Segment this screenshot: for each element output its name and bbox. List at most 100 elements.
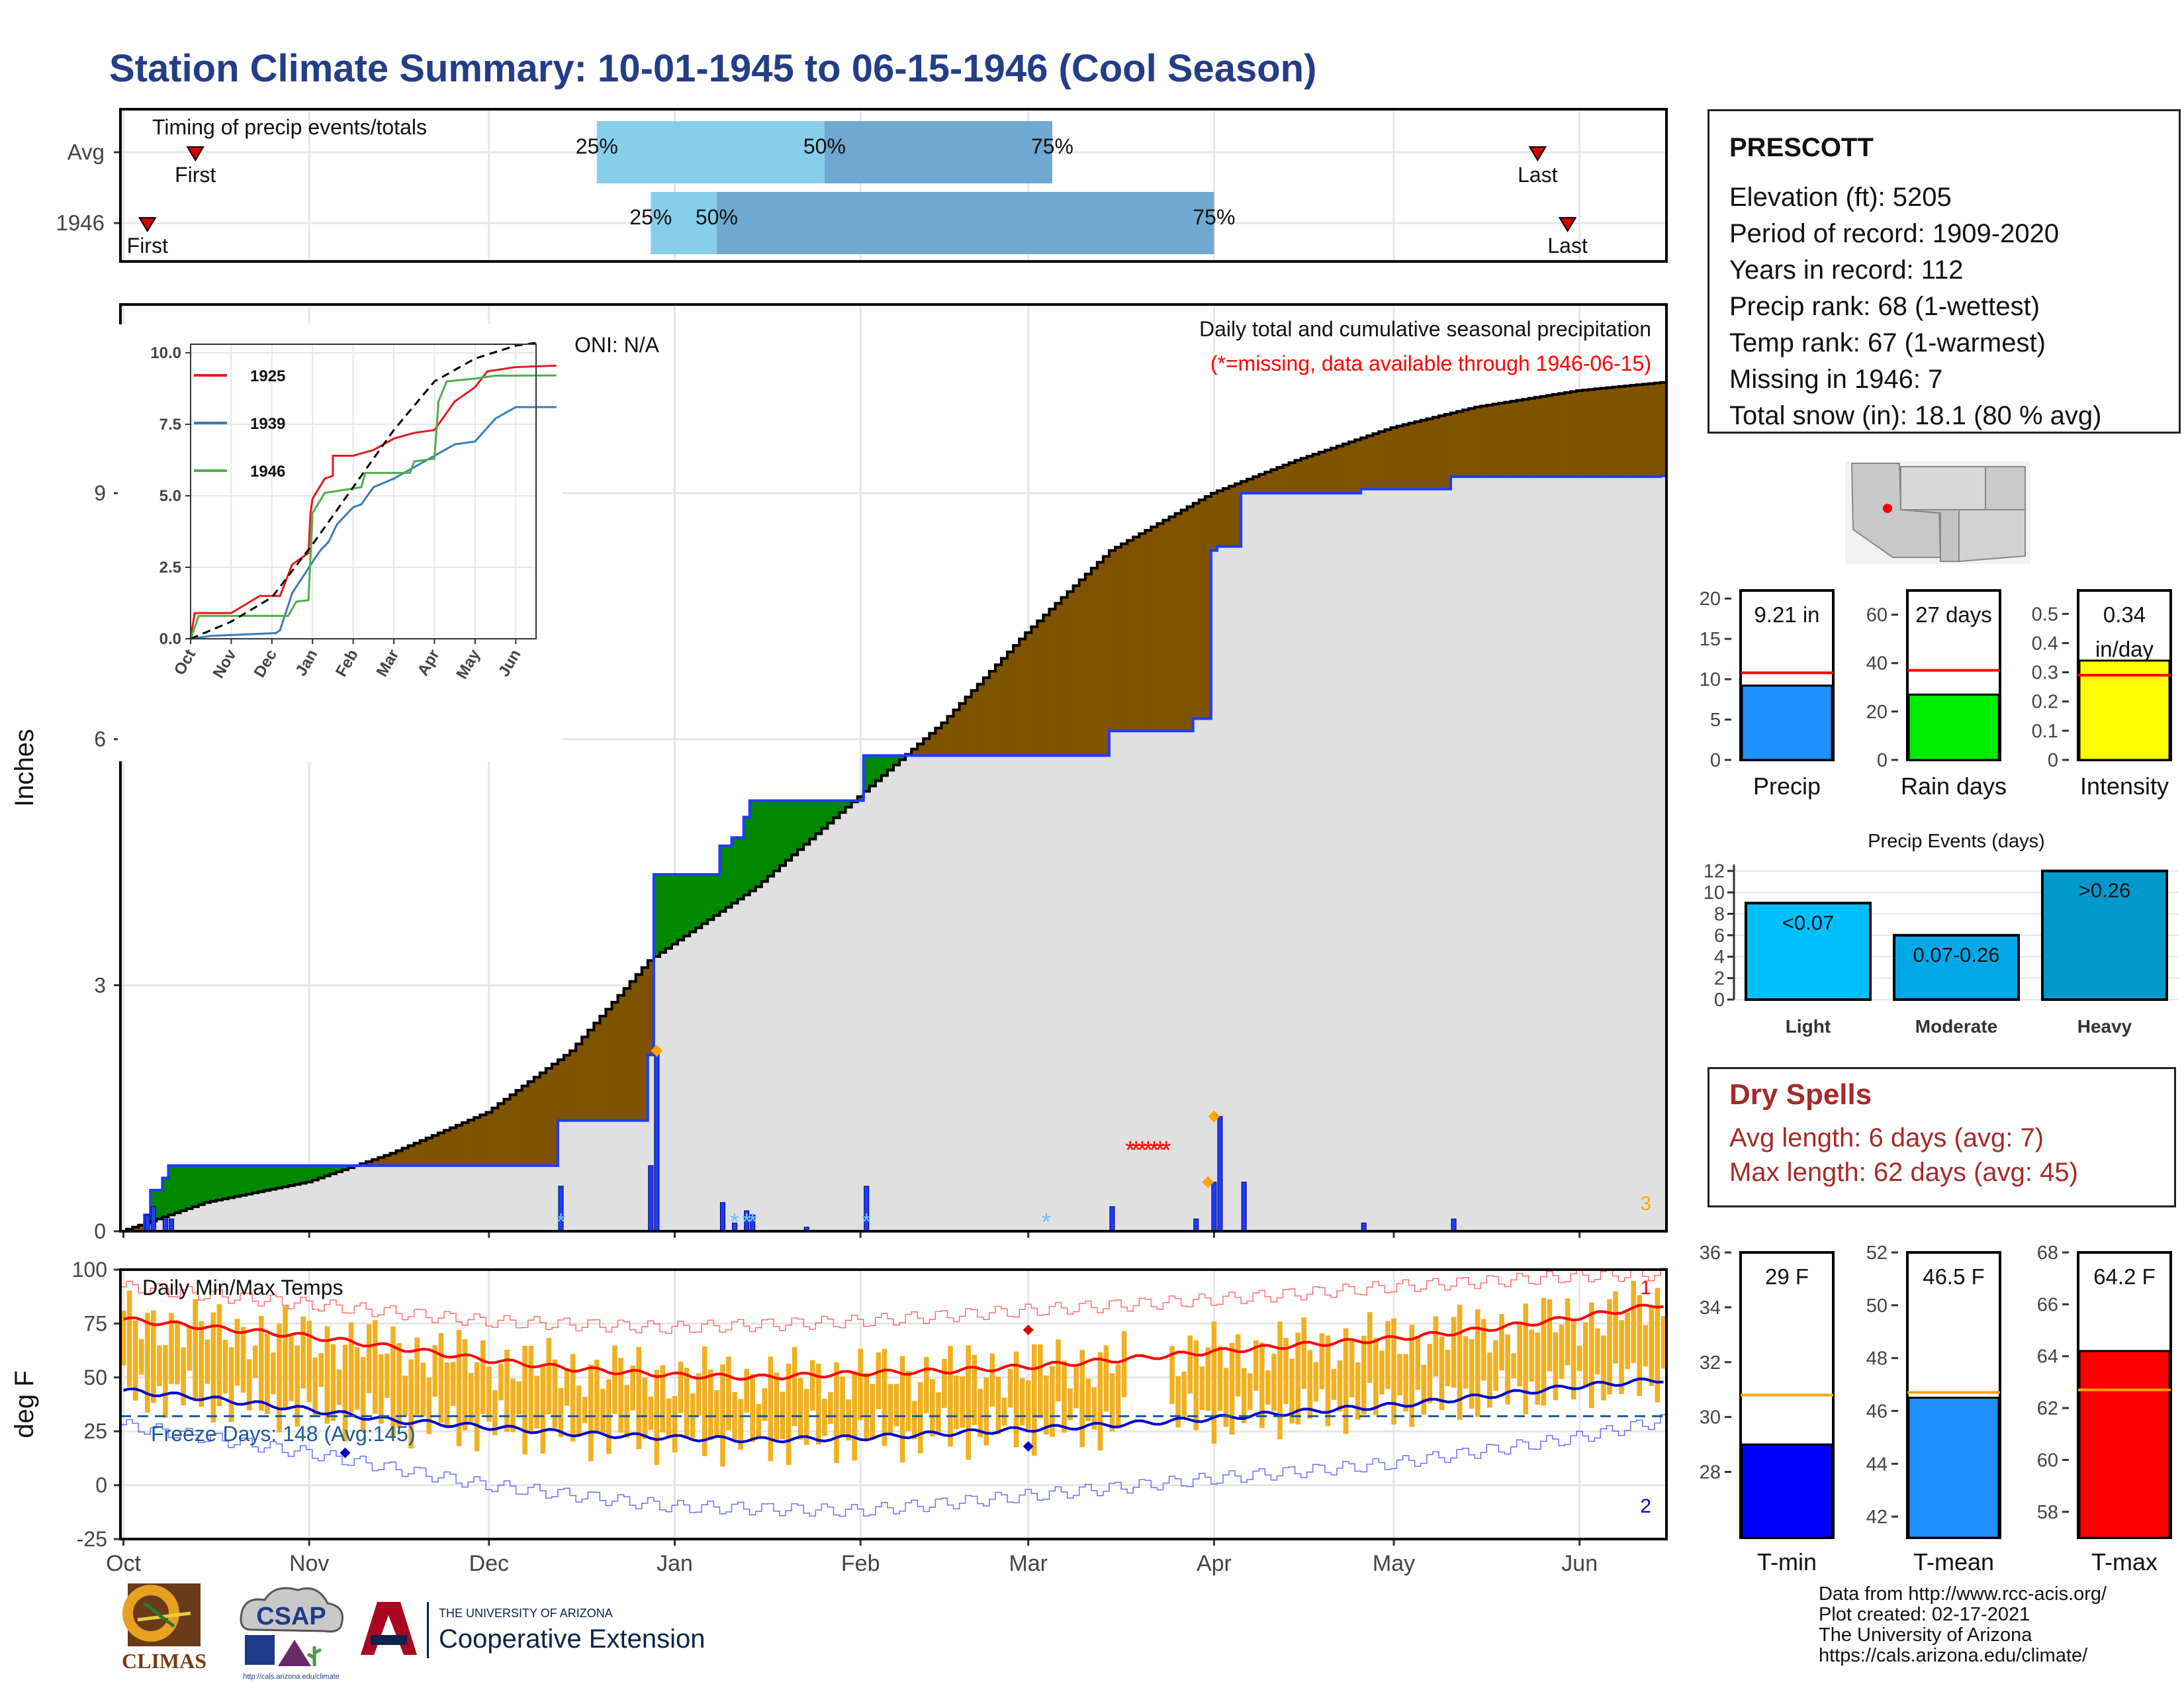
daily-temp-bar [738, 1399, 743, 1450]
deficit-area [1283, 465, 1290, 493]
deficit-area [408, 1145, 415, 1166]
daily-temp-bar [702, 1346, 707, 1456]
deficit-area [1031, 626, 1038, 756]
credit-line: Plot created: 02-17-2021 [1819, 1604, 2030, 1625]
daily-temp-bar [1283, 1337, 1289, 1405]
daily-temp-bar [1169, 1346, 1175, 1405]
daily-temp-bar [1025, 1380, 1031, 1429]
daily-temp-bar [318, 1352, 324, 1387]
deficit-area [1546, 395, 1553, 477]
surplus-area [887, 755, 894, 771]
t-min-y-tick-label: 28 [1700, 1462, 1721, 1483]
deficit-area [1475, 406, 1481, 477]
map-state [1985, 466, 2026, 510]
daily-temp-bar [1181, 1372, 1187, 1419]
daily-temp-bar [786, 1363, 792, 1466]
snow-marker: * [730, 1208, 739, 1235]
daily-temp-bar [882, 1348, 887, 1446]
daily-temp-bar [672, 1396, 678, 1453]
t-mean-y-tick-label: 50 [1866, 1295, 1888, 1317]
deficit-area [545, 1068, 553, 1166]
daily-temp-bar [277, 1323, 282, 1432]
precip-total-y-tick-label: 15 [1700, 629, 1721, 650]
surplus-area [803, 800, 810, 845]
deficit-area [1469, 408, 1475, 477]
daily-temp-bar [462, 1339, 468, 1430]
surplus-area [833, 800, 841, 818]
events-y-tick-label: 8 [1714, 904, 1725, 925]
t-min-y-tick-label: 36 [1700, 1243, 1721, 1264]
t-mean-y-tick-label: 52 [1866, 1243, 1888, 1264]
daily-temp-bar [126, 1290, 132, 1387]
timing-last-label: Last [1547, 234, 1588, 258]
daily-temp-bar [708, 1370, 713, 1440]
daily-temp-bar [570, 1354, 576, 1442]
record-precip-marker [1202, 1176, 1214, 1188]
daily-temp-bar [558, 1387, 564, 1438]
daily-temp-bar [1415, 1336, 1421, 1390]
surplus-area [863, 755, 870, 792]
deficit-area [372, 1159, 379, 1166]
deficit-area [533, 1077, 541, 1166]
t-mean-y-tick-label: 42 [1866, 1507, 1888, 1528]
timing-label-25: 25% [629, 205, 672, 229]
daily-temp-bar [300, 1316, 306, 1389]
deficit-area [1379, 432, 1386, 489]
deficit-area [576, 1043, 582, 1121]
daily-temp-bar [1582, 1322, 1588, 1385]
inset-legend-label: 1946 [250, 463, 285, 481]
csap-logo: CSAP http://cals.arizona.edu/climate [232, 1583, 351, 1683]
last-marker [1528, 146, 1547, 162]
timing-first-label: First [127, 234, 168, 258]
snow-marker: * [1042, 1208, 1051, 1235]
deficit-area [1618, 386, 1625, 477]
daily-temp-bar [774, 1372, 780, 1440]
daily-temp-bar [876, 1352, 882, 1410]
surplus-area [324, 1165, 331, 1176]
deficit-area [1504, 402, 1512, 477]
daily-temp-bar [1517, 1322, 1522, 1387]
deficit-area [1259, 474, 1265, 493]
daily-temp-bar [1223, 1368, 1229, 1427]
deficit-area [443, 1130, 451, 1166]
deficit-area [378, 1157, 385, 1166]
deficit-area [402, 1148, 409, 1166]
daily-temp-bar [797, 1378, 803, 1440]
deficit-area [1373, 434, 1379, 489]
timing-label-50: 50% [803, 134, 846, 158]
missing-data-marker: * [1156, 1137, 1165, 1164]
month-tick-label: May [1373, 1551, 1415, 1576]
temp-corner-bottom: 2 [1640, 1495, 1651, 1517]
daily-temp-bar [744, 1368, 749, 1413]
deficit-area [384, 1155, 391, 1166]
dry-spells-max: Max length: 62 days (avg: 45) [1729, 1158, 2078, 1187]
deficit-area [456, 1125, 463, 1166]
deficit-area [1079, 579, 1086, 756]
surplus-area [786, 800, 792, 861]
rain-days-category-label: Rain days [1901, 773, 2007, 800]
daily-precip-bar [654, 1050, 660, 1232]
station-elevation: Elevation (ft): 5205 [1729, 183, 1952, 212]
surplus-area [330, 1165, 337, 1174]
deficit-area [1361, 438, 1367, 489]
precip-total-y-tick-label: 10 [1700, 669, 1721, 690]
daily-temp-bar [1535, 1333, 1541, 1405]
daily-temp-bar [1451, 1317, 1457, 1388]
daily-temp-bar [1115, 1364, 1121, 1429]
daily-precip-bar [1241, 1182, 1247, 1232]
surplus-area [690, 874, 696, 932]
t-min-y-tick-label: 30 [1700, 1407, 1721, 1429]
deficit-area [1271, 469, 1278, 493]
deficit-area [1229, 486, 1236, 547]
daily-temp-bar [1007, 1368, 1013, 1408]
surplus-area [180, 1165, 187, 1211]
events-y-tick-label: 0 [1714, 990, 1725, 1011]
surplus-area [678, 874, 684, 941]
daily-temp-bar [144, 1313, 150, 1413]
daily-temp-bar [1050, 1366, 1055, 1437]
surplus-area [702, 874, 708, 924]
daily-precip-bar [150, 1206, 156, 1232]
t-min-category-label: T-min [1757, 1548, 1817, 1575]
daily-temp-bar [1613, 1291, 1618, 1364]
deficit-area [132, 1227, 139, 1231]
